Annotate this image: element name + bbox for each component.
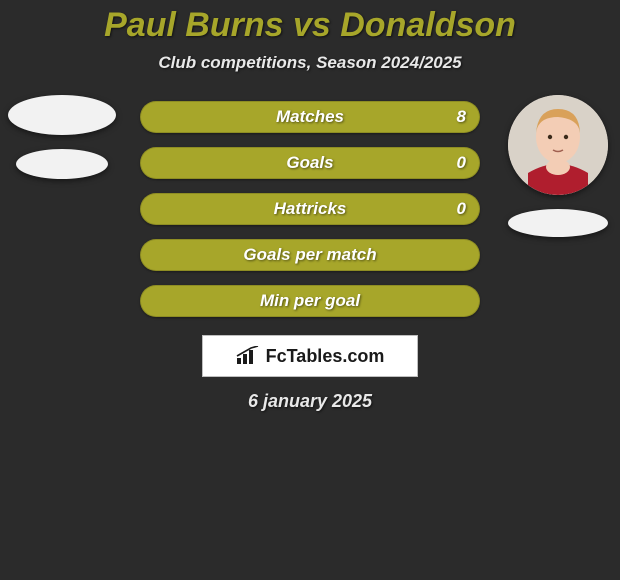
avatar-placeholder [508, 209, 608, 237]
bar-chart-icon [236, 346, 262, 366]
player-photo [508, 95, 608, 195]
avatar-placeholder [16, 149, 108, 179]
player-face-icon [508, 95, 608, 195]
stat-label: Hattricks [274, 199, 347, 219]
stat-label: Goals [286, 153, 333, 173]
page-title: Paul Burns vs Donaldson [0, 0, 620, 45]
comparison-section: Matches 8 Goals 0 Hattricks 0 Goals per … [0, 101, 620, 412]
stats-bars: Matches 8 Goals 0 Hattricks 0 Goals per … [140, 101, 480, 317]
stat-right-value: 0 [457, 199, 466, 219]
stat-row-min-per-goal: Min per goal [140, 285, 480, 317]
stat-label: Min per goal [260, 291, 360, 311]
stat-label: Goals per match [243, 245, 376, 265]
source-logo: FcTables.com [202, 335, 418, 377]
stat-row-goals-per-match: Goals per match [140, 239, 480, 271]
logo-text: FcTables.com [266, 346, 385, 367]
stat-row-matches: Matches 8 [140, 101, 480, 133]
avatar-placeholder [8, 95, 116, 135]
comparison-date: 6 january 2025 [0, 391, 620, 412]
stat-row-hattricks: Hattricks 0 [140, 193, 480, 225]
stat-row-goals: Goals 0 [140, 147, 480, 179]
stat-right-value: 8 [457, 107, 466, 127]
stat-right-value: 0 [457, 153, 466, 173]
right-player-avatars [508, 95, 608, 237]
left-player-avatars [8, 95, 116, 179]
stat-label: Matches [276, 107, 344, 127]
page-subtitle: Club competitions, Season 2024/2025 [0, 53, 620, 73]
